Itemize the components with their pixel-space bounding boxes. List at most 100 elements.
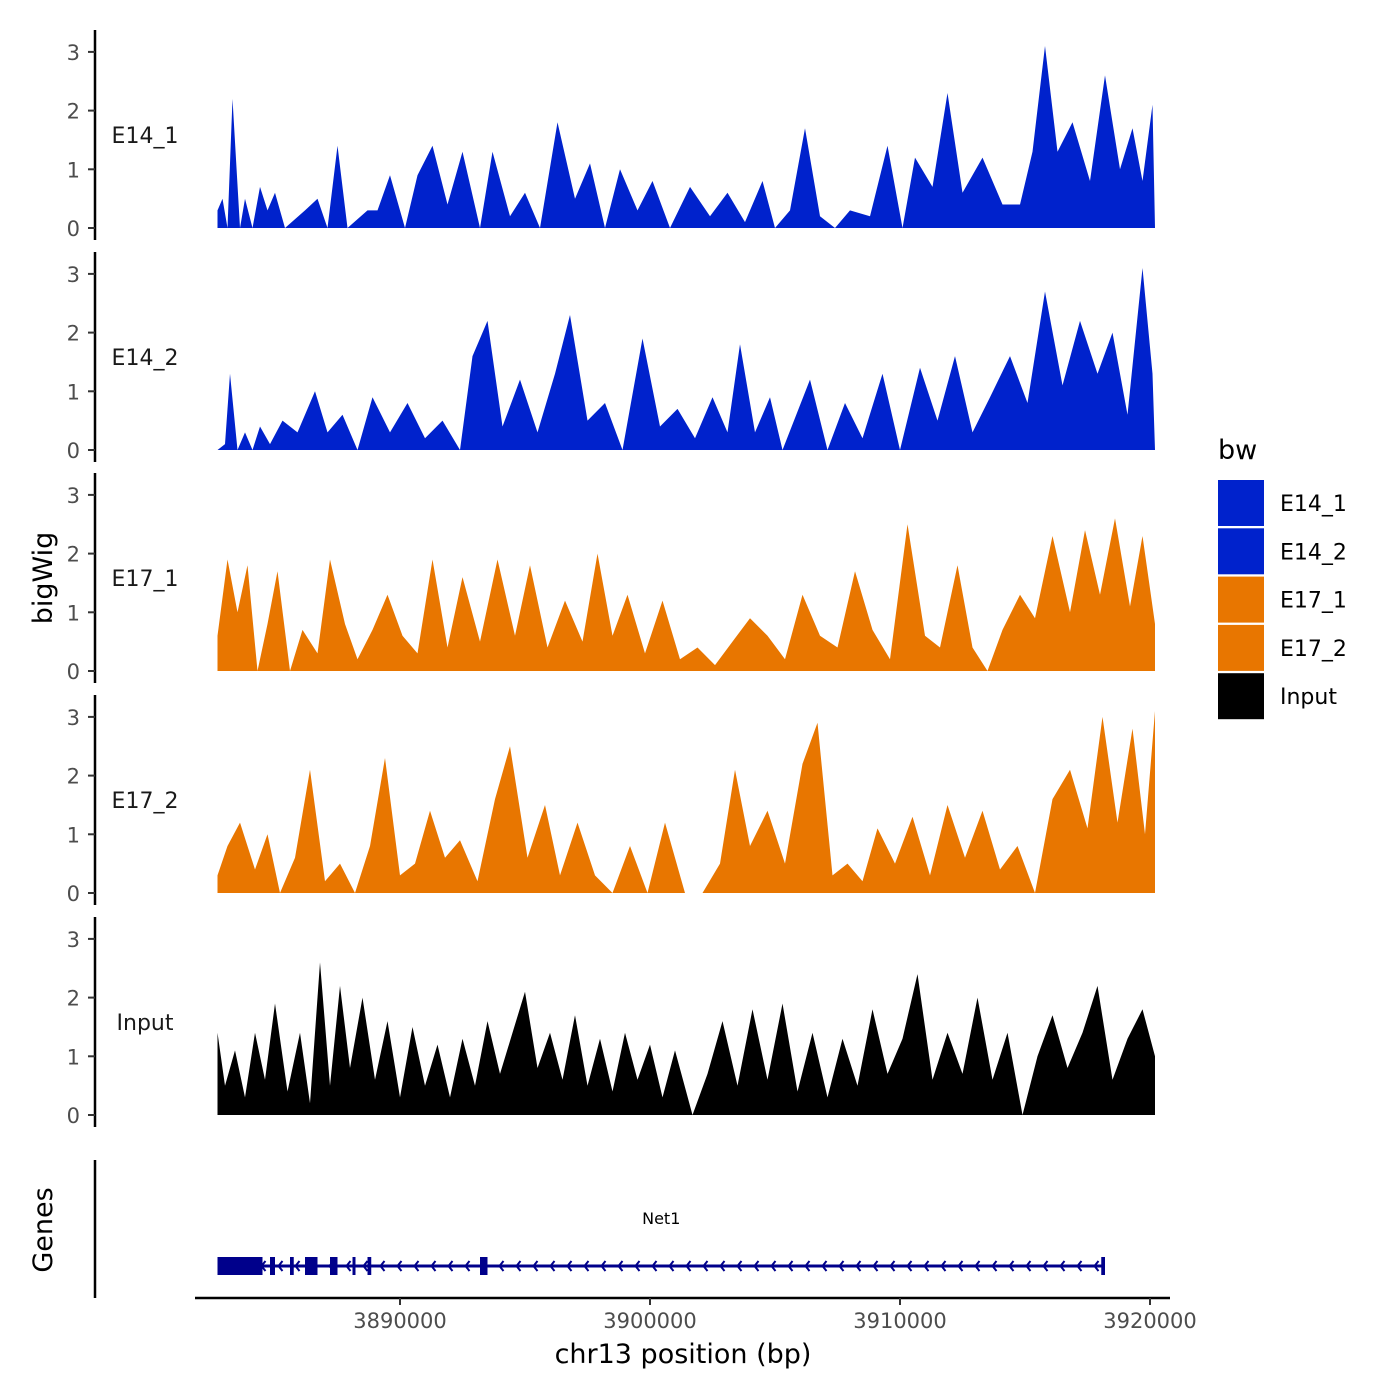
y-tick-label: 1 <box>67 158 80 182</box>
strand-chevron <box>872 1260 879 1272</box>
track-e14_1: 0 1 2 3 E14_1 <box>67 30 1155 241</box>
signal-area-e17_1 <box>217 518 1155 671</box>
legend-swatch <box>1218 528 1264 575</box>
strand-chevron <box>668 1260 675 1272</box>
y-tick-label: 3 <box>67 41 80 65</box>
gene-exon <box>1101 1257 1105 1275</box>
y-tick-label: 3 <box>67 263 80 287</box>
strand-chevron <box>345 1260 352 1272</box>
gene-exon <box>290 1257 294 1275</box>
strand-chevron <box>855 1260 862 1272</box>
legend-label: E14_2 <box>1280 540 1347 565</box>
legend: bw E14_1 E14_2 E17_1 E17_2 Input <box>1218 435 1347 720</box>
track-input: 0 1 2 3 Input <box>67 917 1155 1128</box>
strand-chevron <box>566 1260 573 1272</box>
strand-chevron <box>515 1260 522 1272</box>
strand-chevron <box>396 1260 403 1272</box>
strand-chevron <box>277 1260 284 1272</box>
legend-swatch <box>1218 576 1264 623</box>
x-tick-label: 3890000 <box>353 1309 447 1333</box>
strand-chevron <box>957 1260 964 1272</box>
strand-chevron <box>464 1260 471 1272</box>
gene-name-label: Net1 <box>642 1209 680 1228</box>
strand-chevron <box>617 1260 624 1272</box>
legend-swatch <box>1218 480 1264 526</box>
y-axis-title: bigWig <box>28 532 59 625</box>
y-tick-label: 2 <box>67 987 80 1011</box>
strand-chevron <box>1059 1260 1066 1272</box>
signal-area-e17_2 <box>217 711 1155 893</box>
strand-chevron <box>1093 1260 1100 1272</box>
strand-chevron <box>1025 1260 1032 1272</box>
x-tick-label: 3910000 <box>853 1309 947 1333</box>
legend-label: Input <box>1280 685 1337 710</box>
gene-exon <box>352 1257 356 1275</box>
gene-exon <box>480 1257 488 1275</box>
legend-label: E17_1 <box>1280 589 1347 614</box>
strand-chevron <box>379 1260 386 1272</box>
y-tick-label: 3 <box>67 706 80 730</box>
y-tick-label: 2 <box>67 765 80 789</box>
y-tick-label: 1 <box>67 601 80 625</box>
x-axis-title: chr13 position (bp) <box>555 1339 812 1370</box>
strand-chevron <box>736 1260 743 1272</box>
strand-chevron <box>430 1260 437 1272</box>
y-tick-label: 0 <box>67 439 80 463</box>
y-tick-label: 2 <box>67 322 80 346</box>
strand-chevron <box>362 1260 369 1272</box>
y-tick-label: 0 <box>67 882 80 906</box>
gene-exon <box>305 1257 318 1275</box>
strand-chevron <box>753 1260 760 1272</box>
track-label: E17_1 <box>112 567 179 592</box>
strand-chevron <box>583 1260 590 1272</box>
strand-chevron <box>685 1260 692 1272</box>
y-tick-label: 1 <box>67 380 80 404</box>
y-tick-label: 1 <box>67 823 80 847</box>
legend-label: E17_2 <box>1280 637 1347 662</box>
legend-swatch <box>1218 673 1264 720</box>
strand-chevron <box>770 1260 777 1272</box>
strand-chevron <box>719 1260 726 1272</box>
strand-chevron <box>991 1260 998 1272</box>
strand-chevron <box>549 1260 556 1272</box>
legend-item-e17_1: E17_1 <box>1218 576 1347 623</box>
strand-chevron <box>498 1260 505 1272</box>
strand-chevron <box>600 1260 607 1272</box>
strand-chevron <box>923 1260 930 1272</box>
strand-chevron <box>532 1260 539 1272</box>
strand-chevron <box>940 1260 947 1272</box>
y-tick-label: 3 <box>67 484 80 508</box>
gene-exon <box>217 1257 263 1275</box>
y-tick-label: 1 <box>67 1045 80 1069</box>
strand-chevron <box>838 1260 845 1272</box>
x-tick-label: 3920000 <box>1103 1309 1197 1333</box>
y-tick-label: 0 <box>67 217 80 241</box>
strand-chevron <box>889 1260 896 1272</box>
strand-chevron <box>634 1260 641 1272</box>
y-tick-label: 0 <box>67 1104 80 1128</box>
track-e14_2: 0 1 2 3 E14_2 <box>67 252 1155 463</box>
legend-item-input: Input <box>1218 673 1337 720</box>
strand-chevron <box>1042 1260 1049 1272</box>
gene-exon <box>330 1257 338 1275</box>
strand-chevron <box>413 1260 420 1272</box>
y-tick-label: 2 <box>67 100 80 124</box>
legend-label: E14_1 <box>1280 492 1347 517</box>
strand-chevron <box>787 1260 794 1272</box>
track-e17_2: 0 1 2 3 E17_2 <box>67 695 1155 906</box>
x-axis: 3890000 3900000 3910000 3920000 <box>195 1296 1197 1333</box>
genes-panel: Genes Net1 <box>28 1160 1105 1298</box>
strand-chevron <box>702 1260 709 1272</box>
strand-chevron <box>1008 1260 1015 1272</box>
strand-chevron <box>821 1260 828 1272</box>
y-tick-label: 2 <box>67 543 80 567</box>
track-e17_1: 0 1 2 3 E17_1 <box>67 473 1155 684</box>
y-tick-label: 3 <box>67 928 80 952</box>
legend-item-e14_1: E14_1 <box>1218 480 1347 526</box>
legend-item-e14_2: E14_2 <box>1218 528 1347 575</box>
signal-area-input <box>217 962 1155 1115</box>
track-label: E14_1 <box>112 124 179 149</box>
signal-tracks: 0 1 2 3 E14_1 0 1 2 3 E14_2 0 1 2 3 E17_1 0 1 2 3 E17_2 0 1 2 3… <box>67 30 1155 1128</box>
strand-chevron <box>294 1260 301 1272</box>
